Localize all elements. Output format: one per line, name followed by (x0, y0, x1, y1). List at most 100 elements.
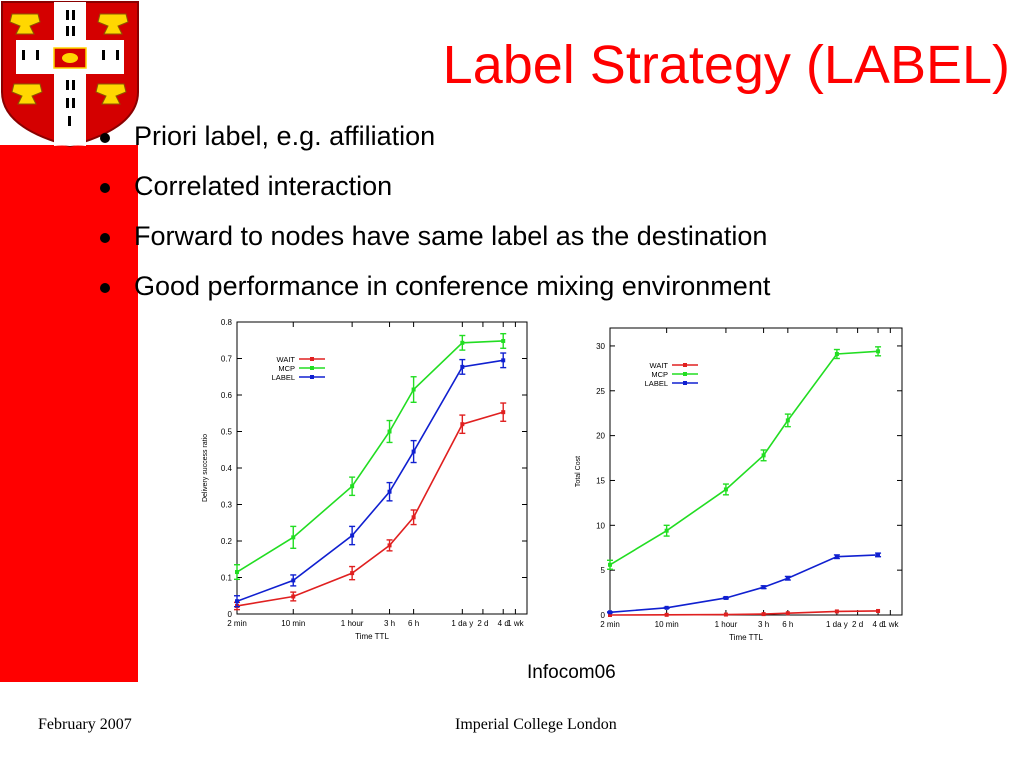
series-line-wait (236, 411, 504, 607)
data-point (235, 570, 239, 575)
bullet-dot (100, 233, 110, 243)
chart-caption: Infocom06 (527, 662, 616, 683)
x-tick-label: 6 h (408, 619, 419, 628)
legend-label: WAIT (277, 355, 296, 364)
y-tick-label: 30 (596, 342, 605, 351)
data-point (350, 571, 355, 576)
x-tick-label: 1 da y (451, 619, 473, 628)
data-point (411, 449, 416, 454)
bullet-item: Good performance in conference mixing en… (96, 268, 770, 318)
y-tick-label: 10 (596, 521, 605, 530)
bullet-dot (100, 183, 110, 193)
x-axis-label: Time TTL (355, 632, 389, 641)
x-tick-label: 10 min (281, 619, 305, 628)
data-point (761, 612, 766, 617)
data-point (664, 605, 669, 610)
legend-label: LABEL (645, 379, 668, 388)
y-tick-label: 20 (596, 432, 605, 441)
y-tick-label: 0.8 (221, 318, 233, 327)
legend-marker (683, 372, 687, 376)
cambridge-crest-logo (1, 1, 139, 148)
data-point (723, 595, 728, 600)
data-point (723, 487, 728, 492)
data-point (608, 610, 612, 615)
data-point (761, 585, 766, 590)
data-point (664, 612, 669, 617)
bullet-dot (100, 283, 110, 293)
bullet-text: Priori label, e.g. affiliation (134, 121, 436, 151)
legend-label: WAIT (650, 361, 669, 370)
x-tick-label: 1 hour (715, 620, 738, 629)
series-line-label (609, 554, 879, 614)
x-tick-label: 3 h (384, 619, 395, 628)
data-point (291, 578, 296, 583)
legend-marker (310, 375, 314, 379)
y-tick-label: 25 (596, 387, 605, 396)
data-point (876, 349, 881, 354)
legend-marker (310, 366, 314, 370)
bullet-item: Correlated interaction (96, 168, 770, 218)
data-point (291, 535, 296, 540)
data-point (235, 599, 239, 604)
legend-label: LABEL (272, 373, 295, 382)
legend-marker (683, 381, 687, 385)
data-point (387, 489, 392, 494)
y-axis-label: Total Cost (575, 456, 582, 487)
x-tick-label: 1 wk (507, 619, 524, 628)
bullet-dot (100, 133, 110, 143)
x-tick-label: 2 d (852, 620, 863, 629)
data-point (501, 358, 506, 363)
x-axis-label: Time TTL (729, 633, 763, 642)
bullet-text: Correlated interaction (134, 171, 393, 201)
slide-title: Label Strategy (LABEL) (442, 35, 1010, 95)
data-point (876, 552, 881, 557)
data-point (501, 410, 506, 415)
x-tick-label: 2 min (600, 620, 620, 629)
left-red-bar (0, 145, 138, 682)
legend-marker (310, 357, 314, 361)
x-tick-label: 3 h (758, 620, 769, 629)
x-tick-label: 10 min (655, 620, 679, 629)
data-point (834, 609, 839, 614)
legend-label: MCP (651, 370, 668, 379)
y-tick-label: 0.1 (221, 574, 233, 583)
data-point (387, 429, 392, 434)
bullet-item: Forward to nodes have same label as the … (96, 218, 770, 268)
data-point (608, 613, 612, 617)
data-point (291, 594, 296, 599)
data-point (664, 528, 669, 533)
plot-frame (609, 327, 903, 616)
x-tick-label: 6 h (782, 620, 793, 629)
data-point (501, 338, 506, 343)
data-point (876, 608, 881, 613)
x-tick-label: 1 wk (882, 620, 899, 629)
bullet-list: Priori label, e.g. affiliation Correlate… (96, 118, 770, 318)
data-point (460, 340, 465, 345)
data-point (387, 543, 392, 548)
bullet-text: Good performance in conference mixing en… (134, 271, 771, 301)
x-tick-label: 4 d (498, 619, 509, 628)
data-point (350, 533, 355, 538)
data-point (761, 453, 766, 458)
footer-institution: Imperial College London (455, 716, 617, 733)
data-point (785, 611, 790, 616)
footer-date: February 2007 (38, 716, 132, 733)
y-tick-label: 0.6 (221, 391, 233, 400)
x-tick-label: 2 d (477, 619, 488, 628)
y-tick-label: 0 (601, 611, 606, 620)
y-tick-label: 15 (596, 476, 605, 485)
delivery-success-chart: 0 0.1 0.2 0.3 0.4 0.5 0.6 0.7 0.8 2 min 10 min 1 ho… (190, 312, 540, 647)
x-tick-label: 4 d (872, 620, 883, 629)
data-point (608, 562, 612, 567)
bullet-text: Forward to nodes have same label as the … (134, 221, 768, 251)
y-tick-label: 0.4 (221, 464, 233, 473)
x-tick-label: 1 hour (341, 619, 364, 628)
y-tick-label: 5 (601, 566, 606, 575)
data-point (411, 515, 416, 520)
data-point (460, 364, 465, 369)
x-tick-label: 2 min (227, 619, 247, 628)
data-point (785, 576, 790, 581)
y-tick-label: 0.5 (221, 428, 233, 437)
data-point (785, 418, 790, 423)
y-tick-label: 0.7 (221, 355, 233, 364)
